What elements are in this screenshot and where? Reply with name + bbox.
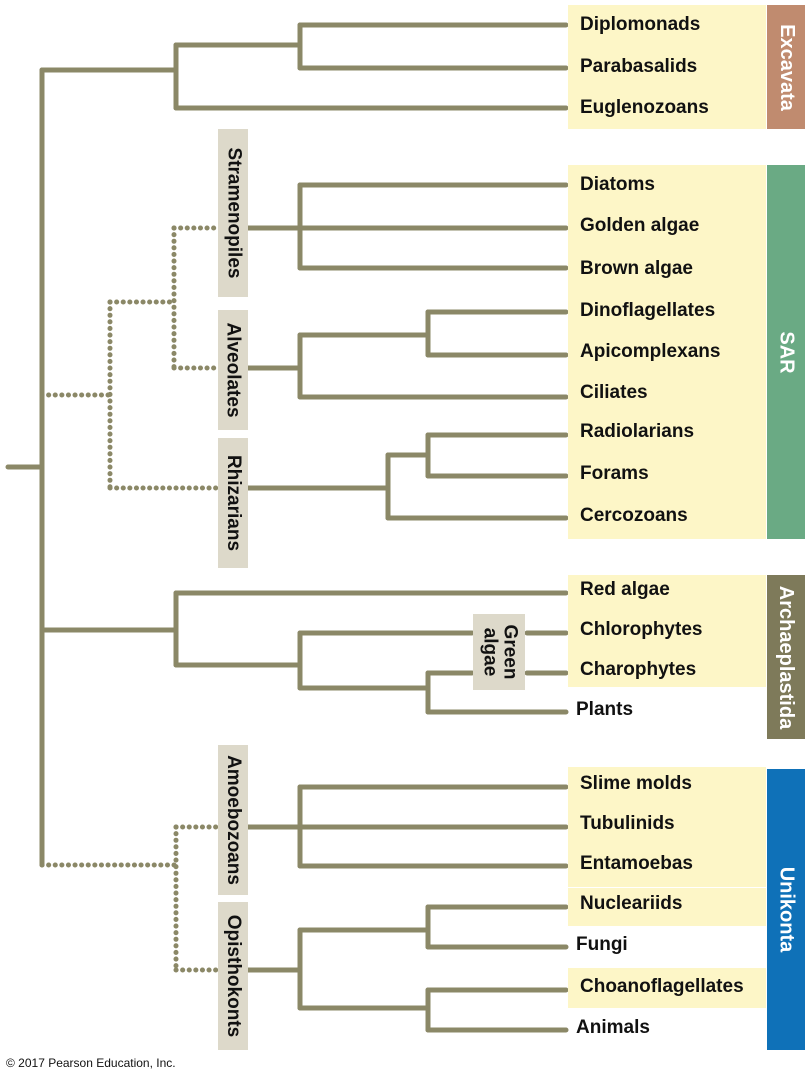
- taxon-golden-algae: Golden algae: [580, 215, 700, 236]
- taxon-parabasalids: Parabasalids: [580, 56, 698, 77]
- taxon-dinoflagellates: Dinoflagellates: [580, 300, 716, 321]
- taxon-nucleariids: Nucleariids: [580, 893, 683, 914]
- subgroup-opisthokonts: Opisthokonts: [218, 902, 248, 1050]
- supergroup-unikonta: Unikonta: [767, 769, 805, 1050]
- taxon-euglenozoans: Euglenozoans: [580, 97, 709, 118]
- taxon-charophytes: Charophytes: [580, 659, 697, 680]
- taxon-brown-algae: Brown algae: [580, 258, 693, 279]
- taxon-red-algae: Red algae: [580, 579, 670, 600]
- taxon-choanoflagellates: Choanoflagellates: [580, 976, 744, 997]
- supergroup-sar: SAR: [767, 165, 805, 539]
- taxon-fungi: Fungi: [576, 934, 628, 955]
- highlight-amoebozoans: [568, 767, 766, 887]
- highlight-archaeplastida: [568, 575, 766, 687]
- subgroup-amoebozoans: Amoebozoans: [218, 745, 248, 895]
- highlight-excavata: [568, 5, 766, 129]
- taxon-animals: Animals: [576, 1017, 650, 1038]
- taxon-entamoebas: Entamoebas: [580, 853, 693, 874]
- highlight-sar: [568, 165, 766, 539]
- taxon-chlorophytes: Chlorophytes: [580, 619, 703, 640]
- highlight-choanoflagellates: [568, 968, 766, 1008]
- taxon-diatoms: Diatoms: [580, 174, 655, 195]
- taxon-plants: Plants: [576, 699, 634, 720]
- taxon-ciliates: Ciliates: [580, 382, 648, 403]
- taxon-cercozoans: Cercozoans: [580, 505, 688, 526]
- supergroup-excavata: Excavata: [767, 5, 805, 129]
- subgroup-rhizarians: Rhizarians: [218, 438, 248, 568]
- taxon-slime-molds: Slime molds: [580, 773, 692, 794]
- taxon-diplomonads: Diplomonads: [580, 14, 701, 35]
- subgroup-green-algae: Green algae: [473, 614, 525, 690]
- taxon-apicomplexans: Apicomplexans: [580, 341, 721, 362]
- taxon-tubulinids: Tubulinids: [580, 813, 675, 834]
- taxon-forams: Forams: [580, 463, 649, 484]
- taxon-radiolarians: Radiolarians: [580, 421, 695, 442]
- copyright-notice: © 2017 Pearson Education, Inc.: [6, 1056, 176, 1070]
- highlight-nucleariids: [568, 888, 766, 926]
- subgroup-stramenopiles: Stramenopiles: [218, 129, 248, 297]
- supergroup-archaeplastida: Archaeplastida: [767, 575, 805, 739]
- subgroup-alveolates: Alveolates: [218, 310, 248, 430]
